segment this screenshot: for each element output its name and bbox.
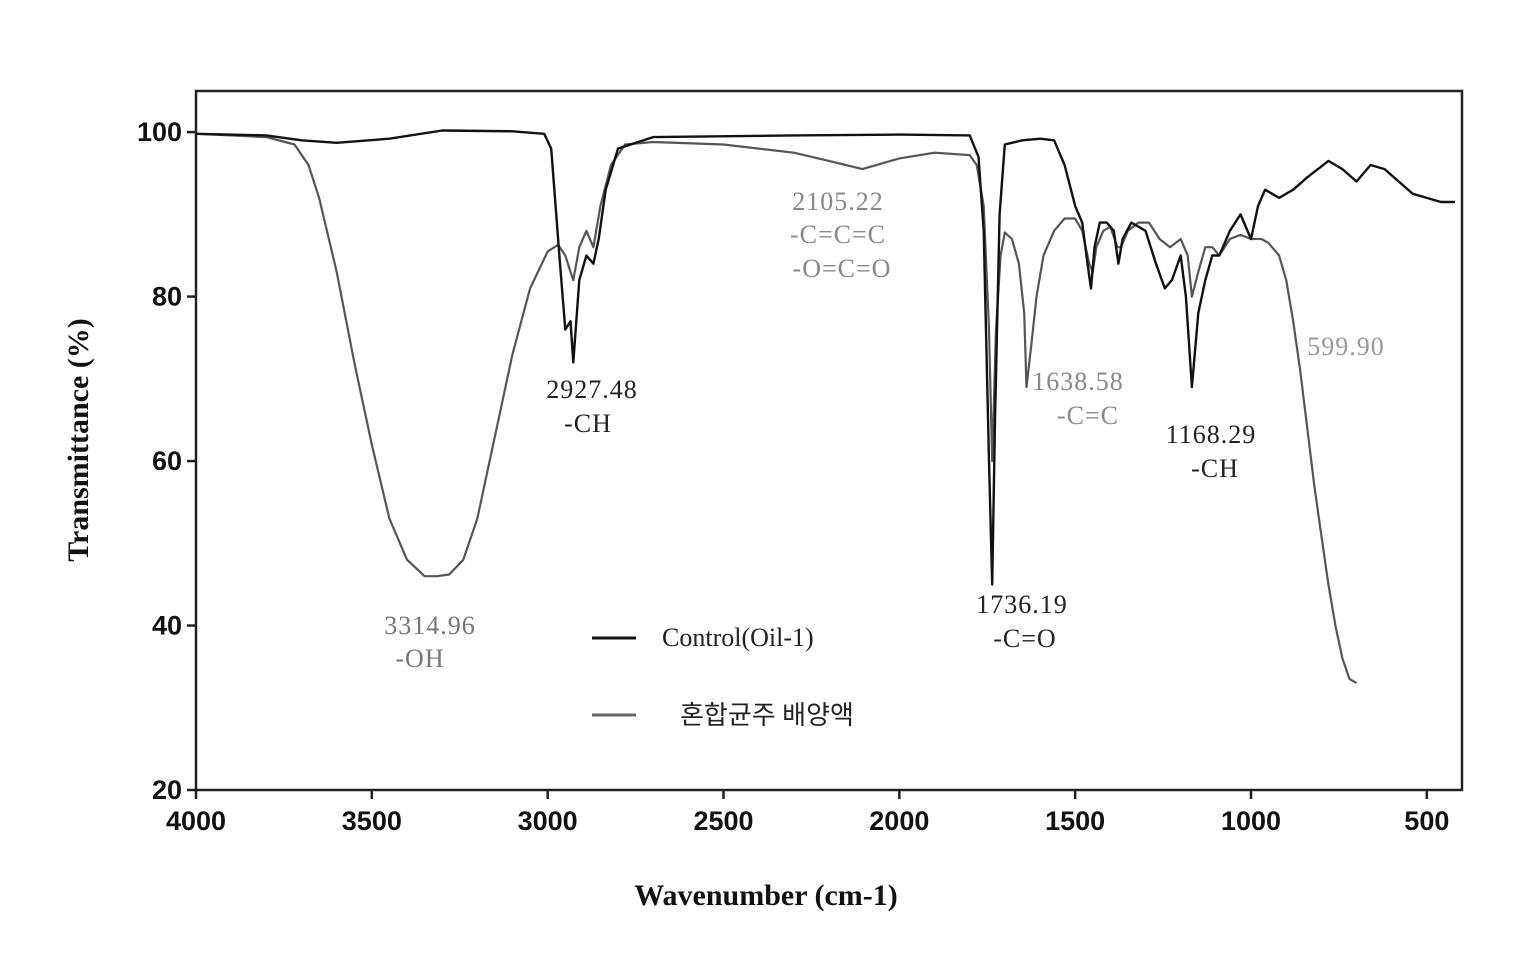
- annotation-2105-wavenumber: 2105.22: [792, 187, 884, 216]
- y-axis-title: Transmittance (%): [62, 318, 95, 562]
- annotation-1168-group: -CH: [1191, 454, 1239, 483]
- annotation-599-wavenumber: 599.90: [1307, 332, 1385, 361]
- annotation-2927: 2927.48 -CH: [546, 375, 638, 438]
- y-tick-label: 40: [152, 611, 182, 641]
- annotation-1736-group: -C=O: [993, 624, 1056, 653]
- x-axis-title: Wavenumber (cm-1): [634, 879, 898, 912]
- legend: Control(Oil-1) 혼합균주 배양액: [592, 623, 854, 730]
- y-tick-label: 60: [152, 446, 182, 476]
- annotation-3314: 3314.96 -OH: [384, 611, 476, 673]
- legend-label-control: Control(Oil-1): [662, 623, 814, 652]
- x-tick-label: 500: [1404, 806, 1449, 836]
- x-tick-label: 1000: [1221, 806, 1281, 836]
- annotation-2927-group: -CH: [564, 409, 612, 438]
- annotation-599: 599.90: [1307, 332, 1385, 361]
- legend-label-mixed-culture: 혼합균주 배양액: [680, 701, 854, 730]
- annotation-2927-wavenumber: 2927.48: [546, 375, 638, 404]
- annotation-1736: 1736.19 -C=O: [976, 590, 1068, 653]
- x-tick-label: 4000: [166, 806, 226, 836]
- y-tick-label: 100: [137, 117, 182, 147]
- y-tick-label: 20: [152, 775, 182, 805]
- annotation-3314-wavenumber: 3314.96: [384, 611, 476, 640]
- y-tick-label: 80: [152, 282, 182, 312]
- annotation-1168: 1168.29 -CH: [1166, 420, 1257, 483]
- x-tick-label: 2000: [869, 806, 929, 836]
- annotation-1168-wavenumber: 1168.29: [1166, 420, 1257, 449]
- annotation-3314-group: -OH: [395, 644, 444, 673]
- annotation-2105-group: -C=C=C: [790, 220, 886, 249]
- annotation-2105: 2105.22 -C=C=C -O=C=O: [790, 187, 891, 283]
- x-tick-label: 3500: [342, 806, 402, 836]
- series-line-mixed-culture: [196, 134, 1357, 683]
- annotation-1638: 1638.58 -C=C: [1032, 367, 1124, 430]
- annotation-1638-group: -C=C: [1057, 401, 1119, 430]
- x-tick-label: 1500: [1045, 806, 1105, 836]
- annotation-1638-wavenumber: 1638.58: [1032, 367, 1124, 396]
- annotation-1736-wavenumber: 1736.19: [976, 590, 1068, 619]
- x-tick-label: 2500: [693, 806, 753, 836]
- x-tick-label: 3000: [518, 806, 578, 836]
- annotation-2105-group2: -O=C=O: [793, 254, 892, 283]
